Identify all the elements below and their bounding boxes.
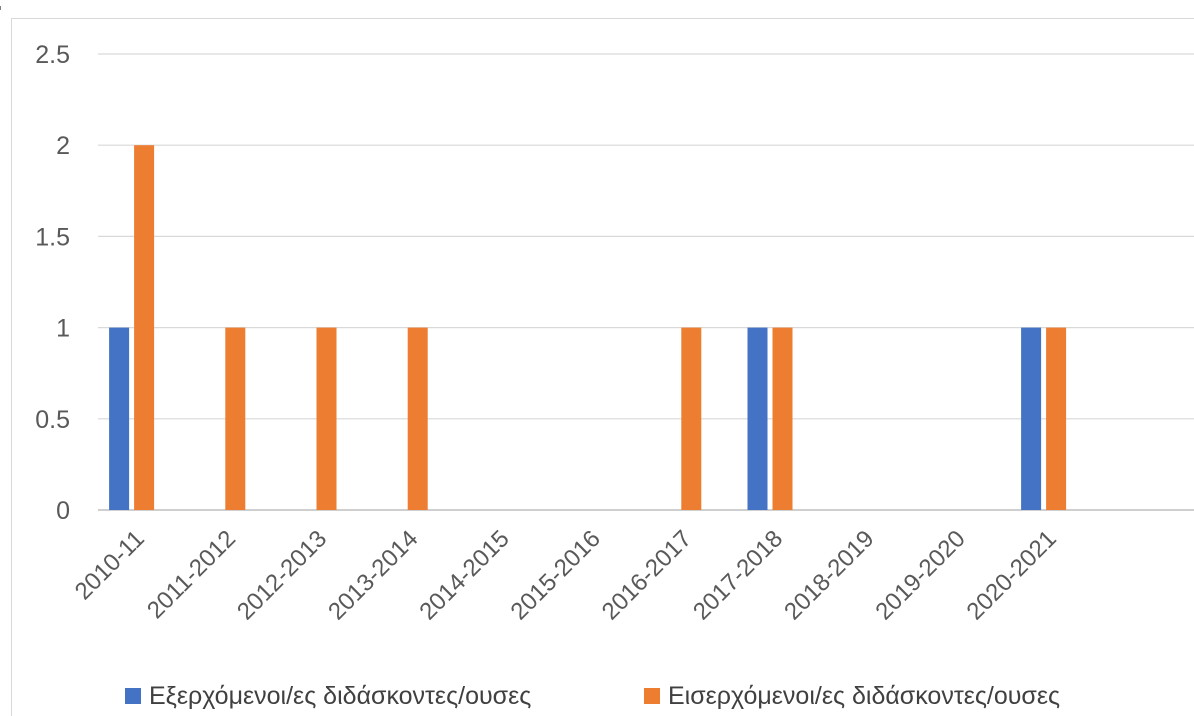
bar-incoming-2012-2013: [316, 327, 337, 510]
legend-item-outgoing[interactable]: Εξερχόμενοι/ες διδάσκοντες/ουσες: [125, 676, 531, 716]
y-tick-label: 1: [56, 315, 70, 343]
y-tick-label: 2.5: [35, 41, 70, 69]
legend-item-incoming[interactable]: Εισερχόμενοι/ες διδάσκοντες/ουσες: [644, 676, 1060, 716]
x-tick-label: 2010-11: [70, 525, 150, 605]
x-tick-label: 2020-2021: [962, 525, 1062, 625]
y-tick-label: 1.5: [35, 223, 70, 251]
x-tick-label: 2013-2014: [323, 525, 423, 625]
bar-incoming-2017-2018: [772, 327, 793, 510]
x-tick-label: 2019-2020: [870, 525, 970, 625]
bar-outgoing-2017-2018: [747, 327, 768, 510]
bar-incoming-2010-11: [134, 145, 155, 510]
legend: Εξερχόμενοι/ες διδάσκοντες/ουσες Εισερχό…: [0, 676, 1194, 716]
y-tick-label: 0.5: [35, 406, 70, 434]
legend-label-outgoing: Εξερχόμενοι/ες διδάσκοντες/ουσες: [149, 681, 532, 710]
bar-outgoing-2010-11: [109, 327, 130, 510]
x-tick-label: 2017-2018: [688, 525, 788, 625]
bar-incoming-2016-2017: [681, 327, 702, 510]
x-tick-label: 2014-2015: [414, 525, 514, 625]
bar-incoming-2020-2021: [1046, 327, 1067, 510]
bar-incoming-2011-2012: [225, 327, 246, 510]
chart-border-left: [11, 18, 12, 716]
bar-outgoing-2020-2021: [1021, 327, 1042, 510]
x-tick-label: 2011-2012: [142, 525, 241, 624]
x-tick-label: 2012-2013: [232, 525, 332, 625]
x-tick-label: 2016-2017: [597, 525, 697, 625]
bar-chart: 00.511.522.52010-112011-20122012-2013201…: [35, 41, 1194, 625]
y-tick-label: 0: [56, 497, 70, 525]
x-tick-label: 2018-2019: [779, 525, 879, 625]
corner-tick: [0, 6, 1, 10]
legend-swatch-outgoing: [125, 688, 141, 704]
legend-swatch-incoming: [644, 688, 660, 704]
y-tick-label: 2: [56, 132, 70, 160]
bar-incoming-2013-2014: [407, 327, 428, 510]
legend-label-incoming: Εισερχόμενοι/ες διδάσκοντες/ουσες: [668, 681, 1061, 710]
chart-border-top: [11, 18, 1194, 19]
x-tick-label: 2015-2016: [506, 525, 606, 625]
